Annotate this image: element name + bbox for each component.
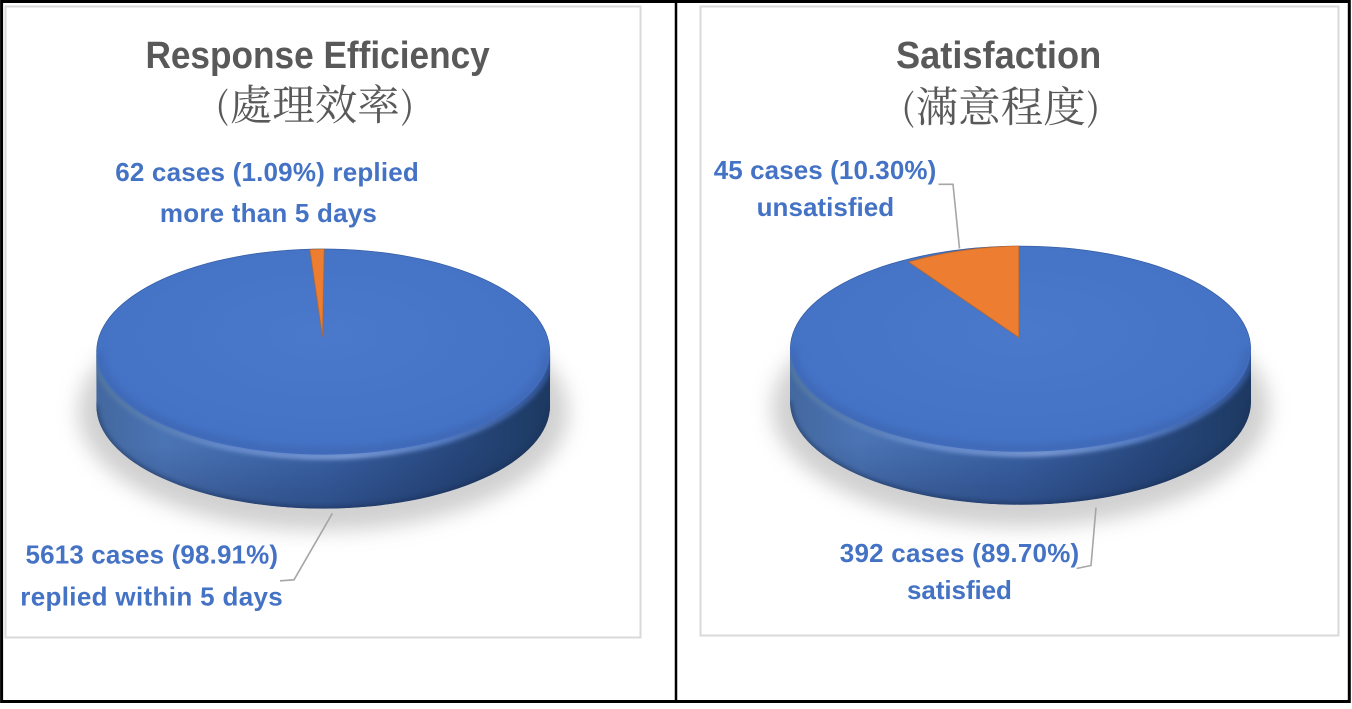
svg-text:45 cases (10.30%): 45 cases (10.30%) (714, 155, 937, 185)
svg-text:unsatisfied: unsatisfied (757, 192, 895, 222)
svg-text:62 cases (1.09%) replied: 62 cases (1.09%) replied (115, 157, 419, 187)
svg-text:392 cases (89.70%): 392 cases (89.70%) (840, 538, 1079, 568)
svg-text:Response Efficiency: Response Efficiency (145, 34, 490, 77)
svg-text:Satisfaction: Satisfaction (896, 34, 1101, 77)
svg-text:satisfied: satisfied (907, 575, 1012, 605)
svg-text:more than 5 days: more than 5 days (160, 198, 377, 228)
svg-text:replied within 5 days: replied within 5 days (20, 581, 283, 611)
svg-text:5613 cases (98.91%): 5613 cases (98.91%) (26, 540, 278, 570)
